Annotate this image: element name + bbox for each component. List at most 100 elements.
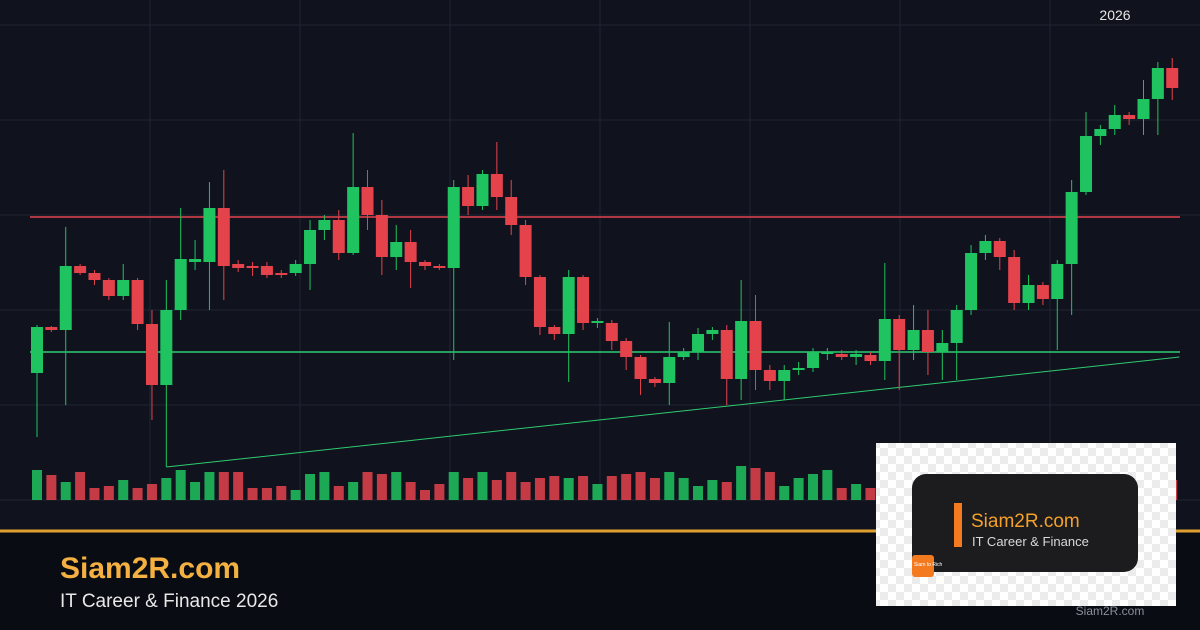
candle-body bbox=[821, 352, 834, 354]
badge-icon bbox=[912, 555, 934, 577]
volume-bar bbox=[261, 488, 272, 500]
candle-body bbox=[404, 242, 417, 262]
volume-bar bbox=[664, 472, 675, 500]
candle-body bbox=[490, 174, 503, 197]
volume-bar bbox=[592, 484, 603, 500]
volume-bar bbox=[693, 486, 704, 500]
candle-body bbox=[74, 266, 87, 273]
candle-body bbox=[102, 280, 115, 296]
candle-body bbox=[878, 319, 891, 361]
candle-body bbox=[275, 273, 288, 275]
volume-bar bbox=[391, 472, 402, 500]
candle-body bbox=[131, 280, 144, 324]
candle-body bbox=[893, 319, 906, 350]
candle-body bbox=[1051, 264, 1064, 299]
volume-bar bbox=[750, 468, 761, 500]
candle-body bbox=[375, 215, 388, 257]
volume-bar bbox=[736, 466, 747, 500]
candle-body bbox=[620, 341, 633, 357]
volume-bar bbox=[60, 482, 71, 500]
candle-body bbox=[189, 259, 202, 262]
candle-body bbox=[634, 357, 647, 379]
volume-bar bbox=[218, 472, 229, 500]
footer-title: Siam2R.com bbox=[60, 552, 240, 585]
volume-bar bbox=[477, 472, 488, 500]
volume-bar bbox=[463, 478, 474, 500]
candle-body bbox=[390, 242, 403, 257]
volume-bar bbox=[247, 488, 258, 500]
candle-body bbox=[1151, 68, 1164, 99]
candle-body bbox=[591, 321, 604, 323]
candle-body bbox=[1166, 68, 1179, 88]
candle-body bbox=[289, 264, 302, 273]
candle-body bbox=[347, 187, 360, 253]
volume-bar bbox=[362, 472, 373, 500]
candle-body bbox=[1137, 99, 1150, 119]
candle-body bbox=[950, 310, 963, 343]
candle-body bbox=[806, 352, 819, 368]
candle-body bbox=[850, 354, 863, 357]
volume-bar bbox=[276, 486, 287, 500]
candle-body bbox=[1094, 129, 1107, 136]
candle-body bbox=[174, 259, 187, 310]
volume-bar bbox=[621, 474, 632, 500]
candle-body bbox=[260, 266, 273, 275]
volume-bar bbox=[779, 486, 790, 500]
candle-body bbox=[45, 327, 58, 330]
volume-bar bbox=[348, 482, 359, 500]
badge-icon-text: Siam to Rich bbox=[914, 562, 943, 568]
candle-body bbox=[304, 230, 317, 264]
volume-bar bbox=[333, 486, 344, 500]
volume-bar bbox=[32, 470, 42, 500]
candle-body bbox=[533, 277, 546, 327]
candle-body bbox=[232, 264, 245, 268]
candle-body bbox=[1065, 192, 1078, 264]
volume-bar bbox=[319, 472, 330, 500]
candle-body bbox=[59, 266, 72, 330]
candle-body bbox=[217, 208, 230, 266]
year-label: 2026 bbox=[1099, 7, 1130, 23]
candle-body bbox=[1008, 257, 1021, 303]
volume-bar bbox=[305, 474, 316, 500]
candle-body bbox=[749, 321, 762, 370]
volume-bar bbox=[190, 482, 201, 500]
candle-body bbox=[1080, 136, 1093, 192]
candle-body bbox=[965, 253, 978, 310]
candle-body bbox=[462, 187, 475, 206]
candle-body bbox=[145, 324, 158, 385]
volume-bar bbox=[822, 470, 833, 500]
volume-bar bbox=[175, 470, 186, 500]
candle-body bbox=[318, 220, 331, 230]
volume-bar bbox=[506, 472, 517, 500]
volume-bar bbox=[146, 484, 157, 500]
candle-body bbox=[1108, 115, 1121, 129]
volume-bar bbox=[606, 476, 617, 500]
candle-body bbox=[921, 330, 934, 352]
volume-bar bbox=[89, 488, 100, 500]
volume-bar bbox=[233, 472, 244, 500]
candle-body bbox=[562, 277, 575, 334]
candle-body bbox=[864, 355, 877, 361]
volume-bar bbox=[721, 482, 732, 500]
badge-title: Siam2R.com bbox=[971, 511, 1080, 532]
candle-body bbox=[648, 379, 661, 383]
candle-body bbox=[778, 370, 791, 381]
trendline bbox=[166, 356, 1180, 468]
volume-bar bbox=[649, 478, 660, 500]
volume-bar bbox=[204, 472, 215, 500]
volume-bar bbox=[376, 474, 387, 500]
volume-bar bbox=[764, 472, 775, 500]
volume-bar bbox=[419, 490, 430, 500]
candle-body bbox=[735, 321, 748, 379]
volume-bar bbox=[75, 472, 86, 500]
badge-accent bbox=[954, 503, 962, 547]
volume-bar bbox=[865, 488, 876, 500]
candle-body bbox=[835, 354, 848, 357]
candle-body bbox=[677, 352, 690, 357]
candle-body bbox=[907, 330, 920, 350]
badge-card bbox=[912, 474, 1138, 572]
candle-body bbox=[792, 368, 805, 370]
candle-body bbox=[1036, 285, 1049, 299]
